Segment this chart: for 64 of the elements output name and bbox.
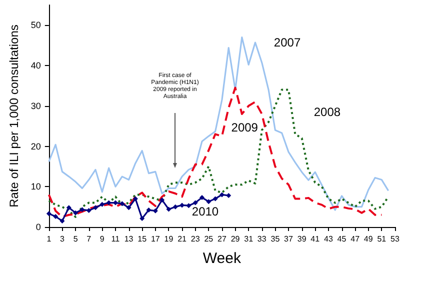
x-tick-label: 43 [324, 234, 334, 244]
x-tick-label: 1 [46, 234, 52, 244]
x-tick-label: 21 [178, 234, 188, 244]
x-tick-label: 29 [230, 234, 240, 244]
x-tick-label: 51 [377, 234, 387, 244]
point [53, 214, 58, 220]
y-tick-label: 40 [30, 60, 41, 71]
point [73, 210, 78, 216]
x-tick-label: 11 [111, 234, 120, 244]
x-tick-label: 5 [73, 234, 78, 244]
y-axis-title: Rate of ILI per 1,000 consultations [7, 24, 21, 208]
x-tick-label: 19 [164, 234, 174, 244]
x-tick-label: 41 [310, 234, 320, 244]
point [46, 211, 52, 216]
point [172, 204, 178, 210]
point [60, 218, 65, 224]
y-tick-label: 0 [36, 222, 41, 232]
x-tick-label: 31 [244, 234, 254, 244]
x-tick-label: 33 [257, 234, 267, 244]
y-tick-label: 50 [30, 20, 41, 30]
x-tick-label: 13 [124, 234, 134, 244]
x-tick-label: 47 [350, 234, 360, 244]
series-label: 2008 [314, 104, 341, 119]
series-label: 2010 [192, 204, 219, 219]
point [166, 206, 172, 212]
x-axis-title: Week [202, 250, 242, 267]
point [219, 192, 224, 198]
point [206, 199, 212, 204]
point [120, 201, 125, 206]
point [160, 197, 165, 202]
x-tick-label: 39 [297, 234, 307, 244]
series-label: 2007 [274, 35, 301, 50]
point [146, 208, 152, 213]
x-tick-label: 9 [100, 234, 105, 244]
point [66, 205, 72, 210]
x-tick-label: 25 [204, 234, 214, 244]
y-tick-label: 10 [30, 182, 41, 192]
x-tick-label: 7 [86, 234, 92, 244]
x-tick-label: 35 [270, 234, 280, 244]
y-tick-label: 30 [30, 100, 41, 111]
x-tick-label: 49 [364, 234, 374, 244]
point [126, 205, 132, 210]
point [192, 200, 198, 206]
point [140, 216, 145, 222]
point [212, 196, 218, 202]
point [152, 208, 158, 214]
x-tick-label: 27 [218, 234, 227, 244]
x-tick-label: 15 [138, 234, 148, 244]
x-tick-label: 23 [190, 234, 200, 244]
point [93, 205, 98, 210]
point [100, 202, 105, 207]
x-tick-label: 37 [284, 234, 294, 244]
y-tick-label: 20 [30, 141, 41, 152]
x-tick-label: 17 [150, 234, 160, 244]
point [86, 208, 92, 213]
point [132, 196, 138, 202]
x-tick-label: 53 [390, 234, 400, 244]
point [199, 195, 204, 200]
x-tick-label: 45 [337, 234, 347, 244]
series-label: 2009 [231, 120, 258, 135]
x-tick-label: 3 [60, 234, 65, 244]
point [226, 193, 232, 198]
point [80, 207, 85, 212]
point [186, 203, 192, 208]
